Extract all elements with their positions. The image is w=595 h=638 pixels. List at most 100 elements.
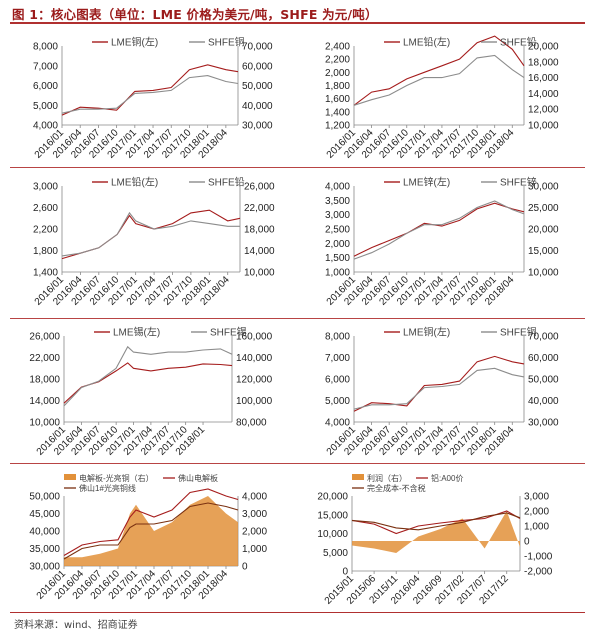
series-line: [61, 209, 241, 260]
y-left-tick-label: 2,000: [325, 239, 350, 250]
series-line: [353, 200, 525, 260]
y-right-tick-label: 10,000: [528, 268, 559, 279]
chart-lead-1: 1,200 1,400 1,600 1,800 2,000 2,200 2,400 10,00…: [325, 35, 559, 161]
y-right-tick-label: 140,000: [236, 353, 273, 364]
row-divider-1: [10, 167, 585, 168]
y-left-tick-label: 6,000: [33, 81, 58, 92]
y-right-tick-label: 70,000: [528, 332, 559, 343]
y-left-tick-label: 2,400: [325, 42, 350, 53]
y-left-tick-label: 18,000: [29, 375, 60, 386]
y-left-tick-label: 2,200: [33, 225, 58, 236]
series-line: [353, 367, 525, 410]
y-right-tick-label: 30,000: [528, 182, 559, 193]
y-left-tick-label: 10,000: [29, 418, 60, 429]
y-right-tick-label: 1,000: [524, 522, 549, 533]
series-line: [61, 64, 239, 116]
y-left-tick-label: 1,400: [33, 268, 58, 279]
y-left-tick-label: 35,000: [29, 544, 60, 555]
y-left-tick-label: 45,000: [29, 509, 60, 520]
series-line: [63, 362, 233, 404]
legend-label: 完全成本-不含税: [367, 483, 426, 493]
y-left-tick-label: 4,000: [33, 121, 58, 132]
figure-header: 图 1：核心图表（单位：LME 价格为美元/吨，SHFE 为元/吨）: [12, 4, 582, 24]
series-line: [351, 512, 521, 531]
y-right-tick-label: 15,000: [528, 246, 559, 257]
legend-label: SHFE锡: [210, 326, 247, 339]
y-left-tick-label: 3,000: [325, 210, 350, 221]
legend-label: LME铜(左): [111, 36, 158, 49]
y-right-tick-label: 60,000: [528, 353, 559, 364]
y-right-tick-label: 14,000: [528, 89, 559, 100]
y-left-tick-label: 22,000: [29, 353, 60, 364]
y-left-tick-label: 3,000: [33, 182, 58, 193]
y-right-tick-label: 80,000: [236, 418, 267, 429]
legend-swatch: [64, 474, 76, 480]
y-left-tick-label: 1,500: [325, 253, 350, 264]
series-line: [61, 211, 240, 257]
chart-copper-2: 4,000 5,000 6,000 7,000 8,000 30,000 40,000 50,…: [325, 326, 559, 458]
series-line: [61, 75, 239, 114]
y-left-tick-label: 2,200: [325, 55, 350, 66]
y-right-tick-label: -1,000: [524, 552, 553, 563]
y-right-tick-label: 3,000: [524, 492, 549, 503]
y-right-tick-label: 18,000: [244, 225, 275, 236]
y-left-tick-label: 26,000: [29, 332, 60, 343]
y-right-tick-label: 10,000: [528, 121, 559, 132]
legend-label: 电解板-光亮铜（右）: [79, 473, 154, 483]
legend-label: 佛山电解板: [178, 473, 218, 483]
y-right-tick-label: 40,000: [242, 101, 273, 112]
y-right-tick-label: 40,000: [528, 396, 559, 407]
y-left-tick-label: 14,000: [29, 396, 60, 407]
y-left-tick-label: 7,000: [33, 61, 58, 72]
legend-label: LME锡(左): [113, 326, 160, 339]
y-right-tick-label: 10,000: [244, 268, 275, 279]
series-line: [353, 35, 525, 106]
y-right-tick-label: 30,000: [242, 121, 273, 132]
series-area: [352, 511, 520, 553]
y-right-tick-label: 60,000: [242, 61, 273, 72]
y-left-tick-label: 5,000: [325, 396, 350, 407]
legend-label: 利润（右）: [367, 473, 407, 483]
y-left-tick-label: 8,000: [33, 42, 58, 53]
y-right-tick-label: 16,000: [528, 73, 559, 84]
row-divider-2: [10, 318, 585, 319]
y-right-tick-label: 160,000: [236, 332, 273, 343]
y-right-tick-label: 50,000: [528, 375, 559, 386]
y-left-tick-label: 1,600: [325, 94, 350, 105]
y-right-tick-label: 4,000: [242, 492, 267, 503]
y-left-tick-label: 2,000: [325, 68, 350, 79]
series-line: [353, 355, 525, 412]
chart-copper-1: 4,000 5,000 6,000 7,000 8,000 30,000 40,000 50,…: [33, 36, 273, 161]
series-line: [63, 502, 239, 560]
series-line: [351, 510, 521, 535]
y-right-tick-label: 2,000: [242, 527, 267, 538]
series-line: [353, 202, 525, 257]
chart-aluminum-profit: 0 5,000 10,000 15,000 20,000 -2,000 -1,000 0 1,0…: [317, 473, 553, 607]
y-left-tick-label: 8,000: [325, 332, 350, 343]
y-left-tick-label: 5,000: [323, 548, 348, 559]
y-left-tick-label: 3,500: [325, 196, 350, 207]
row-divider-3: [10, 463, 585, 464]
series-line: [63, 345, 233, 407]
y-right-tick-label: 3,000: [242, 509, 267, 520]
legend-label: SHFE铅: [208, 176, 245, 189]
y-right-tick-label: 26,000: [244, 182, 275, 193]
legend-label: SHFE锌: [500, 176, 537, 189]
y-left-tick-label: 5,000: [33, 101, 58, 112]
y-left-tick-label: 30,000: [29, 562, 60, 573]
y-left-tick-label: 1,200: [325, 121, 350, 132]
y-right-tick-label: -2,000: [524, 567, 553, 578]
y-left-tick-label: 1,800: [33, 246, 58, 257]
y-left-tick-label: 50,000: [29, 492, 60, 503]
y-right-tick-label: 12,000: [528, 105, 559, 116]
y-right-tick-label: 30,000: [528, 418, 559, 429]
y-right-tick-label: 14,000: [244, 246, 275, 257]
figure-title: 图 1：核心图表（单位：LME 价格为美元/吨，SHFE 为元/吨）: [12, 7, 378, 22]
y-left-tick-label: 1,800: [325, 81, 350, 92]
y-left-tick-label: 40,000: [29, 527, 60, 538]
y-left-tick-label: 1,000: [325, 268, 350, 279]
y-left-tick-label: 20,000: [317, 492, 348, 503]
y-left-tick-label: 2,500: [325, 225, 350, 236]
legend-label: SHFE铜: [500, 327, 537, 339]
chart-zinc: 1,000 1,500 2,000 2,500 3,000 3,500 4,000 10,00…: [325, 176, 559, 308]
